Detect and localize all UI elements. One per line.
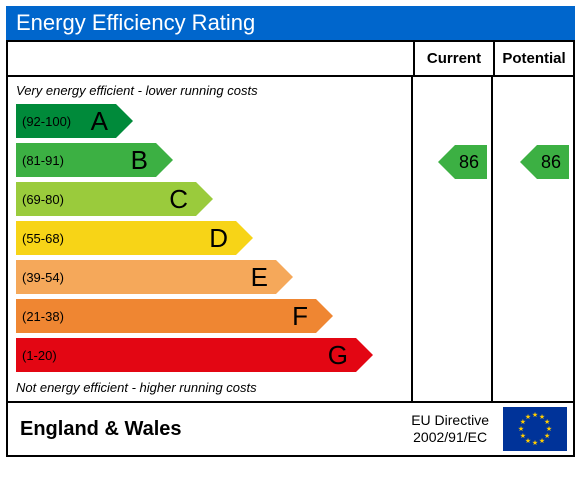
eu-star: ★ [520, 432, 526, 440]
header-spacer [8, 42, 413, 75]
band-bar-a: (92-100) A [16, 104, 116, 138]
band-row-f: (21-38) F [16, 297, 403, 335]
potential-value: 86 [537, 145, 569, 179]
title-bar: Energy Efficiency Rating [6, 6, 575, 40]
band-row-e: (39-54) E [16, 258, 403, 296]
band-range: (1-20) [22, 348, 57, 363]
footer-directive: EU Directive 2002/91/EC [403, 408, 497, 450]
bands-area: Very energy efficient - lower running co… [8, 77, 413, 401]
body-row: Very energy efficient - lower running co… [8, 77, 573, 401]
header-row: Current Potential [8, 42, 573, 77]
directive-line2: 2002/91/EC [411, 429, 489, 446]
eu-star: ★ [539, 437, 545, 445]
band-letter: E [251, 262, 268, 293]
potential-arrow: 86 [537, 145, 569, 179]
caption-bottom: Not energy efficient - higher running co… [16, 380, 403, 395]
eu-star: ★ [518, 425, 524, 433]
band-row-b: (81-91) B [16, 141, 403, 179]
band-range: (81-91) [22, 153, 64, 168]
band-bar-c: (69-80) C [16, 182, 196, 216]
band-range: (21-38) [22, 309, 64, 324]
band-letter: B [131, 145, 148, 176]
band-row-d: (55-68) D [16, 219, 403, 257]
band-row-c: (69-80) C [16, 180, 403, 218]
band-range: (69-80) [22, 192, 64, 207]
band-range: (39-54) [22, 270, 64, 285]
footer-region: England & Wales [8, 408, 403, 451]
band-row-a: (92-100) A [16, 102, 403, 140]
band-letter: F [292, 301, 308, 332]
eu-star: ★ [532, 411, 538, 419]
eu-star: ★ [532, 439, 538, 447]
band-bar-e: (39-54) E [16, 260, 276, 294]
eu-flag: ★★★★★★★★★★★★ [503, 407, 567, 451]
footer-row: England & Wales EU Directive 2002/91/EC … [8, 401, 573, 455]
current-column: 86 [413, 77, 493, 401]
band-bar-f: (21-38) F [16, 299, 316, 333]
current-arrow: 86 [455, 145, 487, 179]
eu-star: ★ [525, 413, 531, 421]
band-row-g: (1-20) G [16, 336, 403, 374]
current-value: 86 [455, 145, 487, 179]
header-potential: Potential [493, 42, 573, 75]
potential-column: 86 [493, 77, 573, 401]
caption-top: Very energy efficient - lower running co… [16, 83, 403, 98]
band-letter: A [91, 106, 108, 137]
band-letter: C [169, 184, 188, 215]
band-bar-d: (55-68) D [16, 221, 236, 255]
band-letter: D [209, 223, 228, 254]
directive-line1: EU Directive [411, 412, 489, 429]
band-range: (92-100) [22, 114, 71, 129]
band-bar-g: (1-20) G [16, 338, 356, 372]
header-current: Current [413, 42, 493, 75]
band-bar-b: (81-91) B [16, 143, 156, 177]
band-range: (55-68) [22, 231, 64, 246]
title-text: Energy Efficiency Rating [16, 10, 255, 35]
chart-outer: Current Potential Very energy efficient … [6, 40, 575, 457]
band-letter: G [328, 340, 348, 371]
